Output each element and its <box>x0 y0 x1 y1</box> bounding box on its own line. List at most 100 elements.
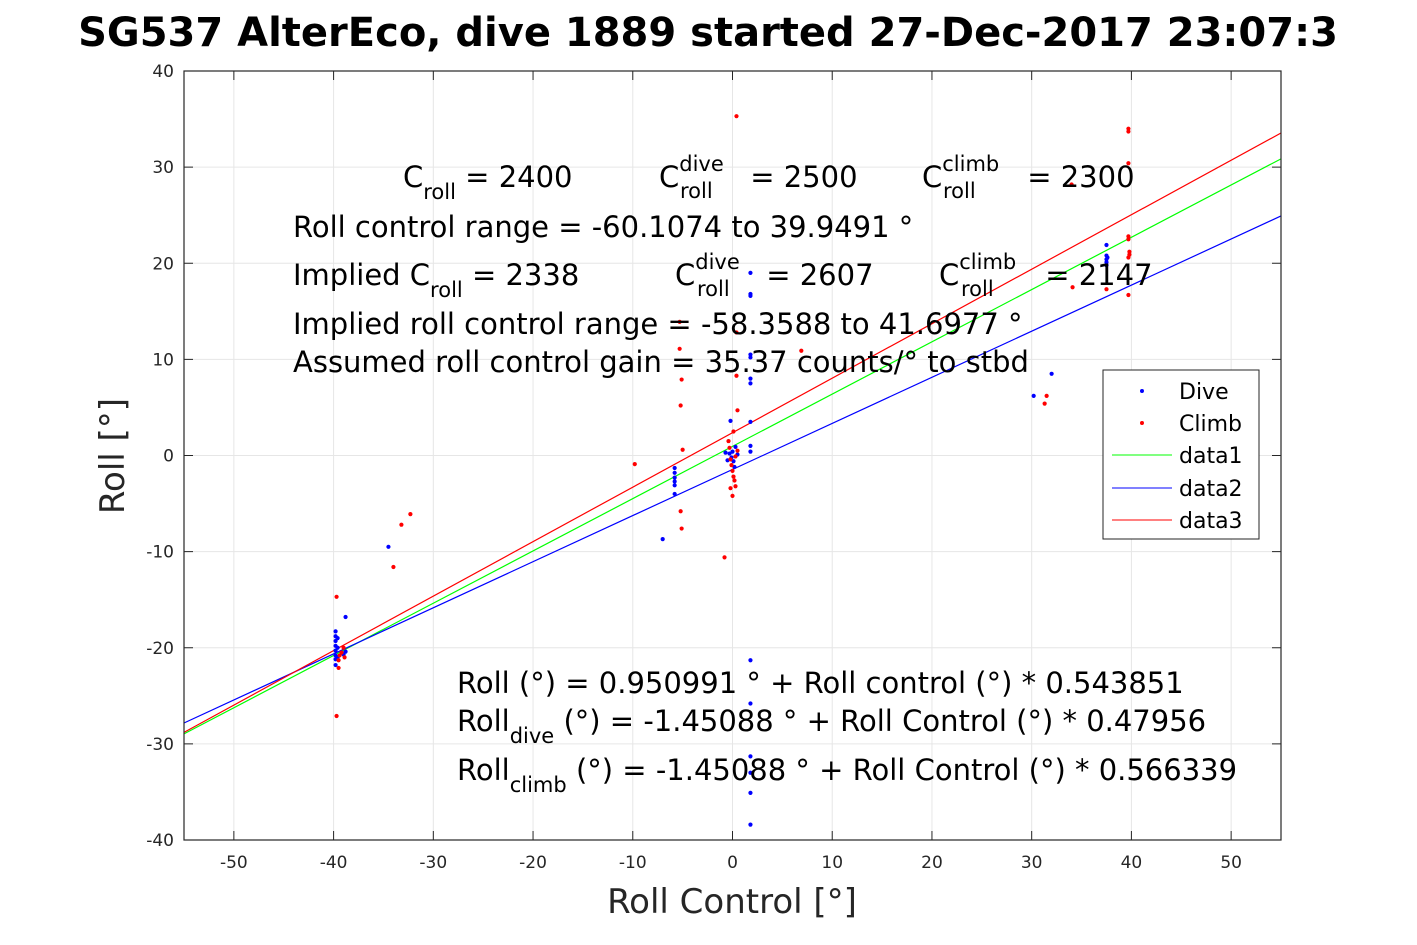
x-tick-label: 20 <box>921 853 943 873</box>
chart-title: SG537 AlterEco, dive 1889 started 27-Dec… <box>78 10 1338 56</box>
data-point-climb <box>799 348 804 353</box>
data-point-climb <box>1126 234 1131 239</box>
y-tick-label: 40 <box>152 62 174 82</box>
data-point-climb <box>1126 237 1131 242</box>
data-point-dive <box>386 544 391 549</box>
x-tick-label: -50 <box>220 853 248 873</box>
data-point-dive <box>335 636 340 641</box>
data-point-climb <box>728 486 733 491</box>
data-point-dive <box>748 449 753 454</box>
data-point-climb <box>733 454 738 459</box>
data-point-climb <box>734 373 739 378</box>
y-tick-label: -20 <box>146 639 174 659</box>
data-point-dive <box>730 449 735 454</box>
data-point-dive <box>748 701 753 706</box>
data-point-dive <box>733 444 738 449</box>
data-point-climb <box>735 448 740 453</box>
data-point-dive <box>748 419 753 424</box>
data-point-climb <box>731 474 736 479</box>
data-point-dive <box>335 645 340 650</box>
annotation-implied-c-dive: Cdive roll = 2607 <box>675 250 874 301</box>
data-point-dive <box>748 376 753 381</box>
y-axis-label: Roll [°] <box>93 398 133 514</box>
annotation-c-roll-climb: Cclimb roll = 2300 <box>922 152 1135 203</box>
data-point-dive <box>672 465 677 471</box>
data-point-climb <box>1127 249 1132 254</box>
x-tick-label: 10 <box>821 853 843 873</box>
data-point-dive <box>727 451 732 456</box>
data-point-climb <box>677 319 682 324</box>
data-point-climb <box>1126 129 1131 134</box>
annotation-fit-dive: Rolldive (°) = -1.45088 ° + Roll Control… <box>457 704 1206 748</box>
x-axis-label: Roll Control [°] <box>607 882 857 922</box>
data-point-climb <box>337 653 342 658</box>
data-point-climb <box>680 447 685 452</box>
data-point-climb <box>399 522 404 527</box>
legend-label-data1: data1 <box>1179 444 1243 469</box>
data-point-dive <box>672 470 677 475</box>
data-point-climb <box>1042 401 1047 406</box>
data-point-climb <box>408 512 413 517</box>
legend-label-dive: Dive <box>1179 380 1229 405</box>
legend-marker-climb <box>1140 421 1144 425</box>
data-point-dive <box>1031 393 1036 399</box>
data-point-dive <box>748 658 753 663</box>
data-point-climb <box>632 462 637 467</box>
legend-label-climb: Climb <box>1179 412 1242 437</box>
legend-label-data3: data3 <box>1179 509 1243 534</box>
data-point-climb <box>678 403 683 408</box>
annotation-implied-c-roll: Implied Croll = 2338 <box>293 258 579 302</box>
annotation-implied-c-climb: Cclimb roll = 2147 <box>939 250 1153 301</box>
data-point-dive <box>1104 242 1109 248</box>
data-point-dive <box>1104 263 1109 268</box>
y-tick-label: -10 <box>146 543 174 563</box>
data-point-climb <box>341 645 346 650</box>
x-tick-label: 0 <box>727 853 738 873</box>
data-point-climb <box>677 346 682 351</box>
data-point-dive <box>1049 371 1054 376</box>
annotation-fit-climb: Rollclimb (°) = -1.45088 ° + Roll Contro… <box>457 753 1237 797</box>
data-point-climb <box>734 114 739 119</box>
data-point-climb <box>1104 287 1109 292</box>
data-point-dive <box>748 381 753 386</box>
x-tick-label: 50 <box>1220 853 1242 873</box>
x-tick-label: -20 <box>519 853 547 873</box>
data-point-dive <box>748 754 753 759</box>
data-point-climb <box>342 655 347 660</box>
y-tick-label: 0 <box>163 447 174 467</box>
data-point-climb <box>735 408 740 413</box>
data-point-dive <box>660 537 665 542</box>
data-point-climb <box>722 555 727 560</box>
data-point-climb <box>678 509 683 514</box>
data-point-climb <box>1126 161 1131 166</box>
data-point-dive <box>748 270 753 275</box>
x-tick-label: 40 <box>1121 853 1143 873</box>
data-point-climb <box>733 484 738 489</box>
annotation-c-roll: Croll = 2400 <box>403 160 573 204</box>
y-tick-label: -40 <box>146 831 174 851</box>
annotation-c-roll-dive: Cdive roll = 2500 <box>659 152 858 203</box>
x-tick-label: -30 <box>419 853 447 873</box>
data-point-climb <box>730 493 735 498</box>
data-point-dive <box>343 614 348 620</box>
data-point-climb <box>732 478 737 483</box>
y-tick-label: -30 <box>146 735 174 755</box>
data-point-dive <box>748 355 753 360</box>
annotation-fit-all: Roll (°) = 0.950991 ° + Roll control (°)… <box>457 666 1184 700</box>
data-point-dive <box>343 649 348 654</box>
x-tick-label: -10 <box>619 853 647 873</box>
legend: Dive Climb data1 data2 data3 <box>1102 369 1260 540</box>
data-point-dive <box>748 293 753 299</box>
annotation-gain: Assumed roll control gain = 35.37 counts… <box>293 345 1029 379</box>
data-point-climb <box>1126 292 1131 298</box>
data-point-dive <box>748 822 753 827</box>
data-point-dive <box>723 450 728 455</box>
data-points <box>333 114 1132 827</box>
data-point-dive <box>1105 255 1110 260</box>
data-point-dive <box>1104 260 1109 265</box>
data-point-climb <box>679 526 684 531</box>
data-point-climb <box>734 330 739 335</box>
data-point-dive <box>333 662 338 668</box>
data-point-dive <box>748 443 753 448</box>
